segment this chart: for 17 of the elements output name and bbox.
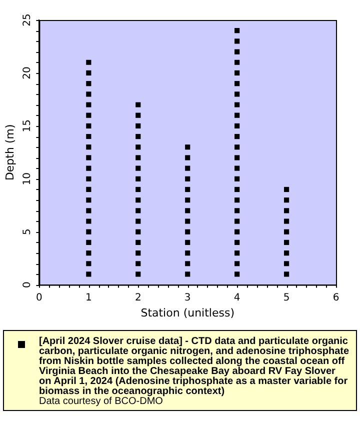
x-tick-label: 5 xyxy=(283,292,290,304)
x-tick-label: 0 xyxy=(36,292,42,304)
x-tick-label: 6 xyxy=(332,292,340,304)
text: Data courtesy of BCO-DMO xyxy=(39,396,163,407)
y-tick-label: 20 xyxy=(22,66,33,80)
x-tick-label: 2 xyxy=(134,292,142,304)
y-tick-label: 10 xyxy=(22,172,33,186)
legend-label: [April 2024 Slover cruise data] - CTD data and particulate organic carbon, particulate organic nitrogen, and adenosine triphosphate from Niskin bottle samples collected along the coastal ocean off Virginia Beach into the Chesapeake Bay aboard RV Fay Slover on April 1, 2024 (Adenosine triphosphate as a master variable for biomass in the oceanographic context) xyxy=(39,336,350,397)
x-tick-label: 3 xyxy=(184,292,191,304)
y-axis-title: Depth (m) xyxy=(3,124,16,181)
x-axis-title: Station (unitless) xyxy=(140,306,234,320)
y-tick-label: 5 xyxy=(22,228,33,236)
x-tick-label: 4 xyxy=(234,292,240,304)
y-tick-label: 25 xyxy=(22,14,33,26)
y-tick-label: 0 xyxy=(22,282,33,288)
x-tick-label: 1 xyxy=(85,292,92,304)
y-tick-label: 15 xyxy=(22,120,33,132)
